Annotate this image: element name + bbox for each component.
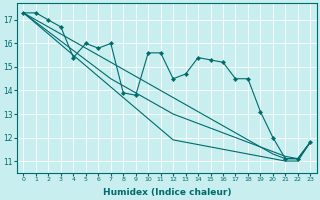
- X-axis label: Humidex (Indice chaleur): Humidex (Indice chaleur): [103, 188, 231, 197]
